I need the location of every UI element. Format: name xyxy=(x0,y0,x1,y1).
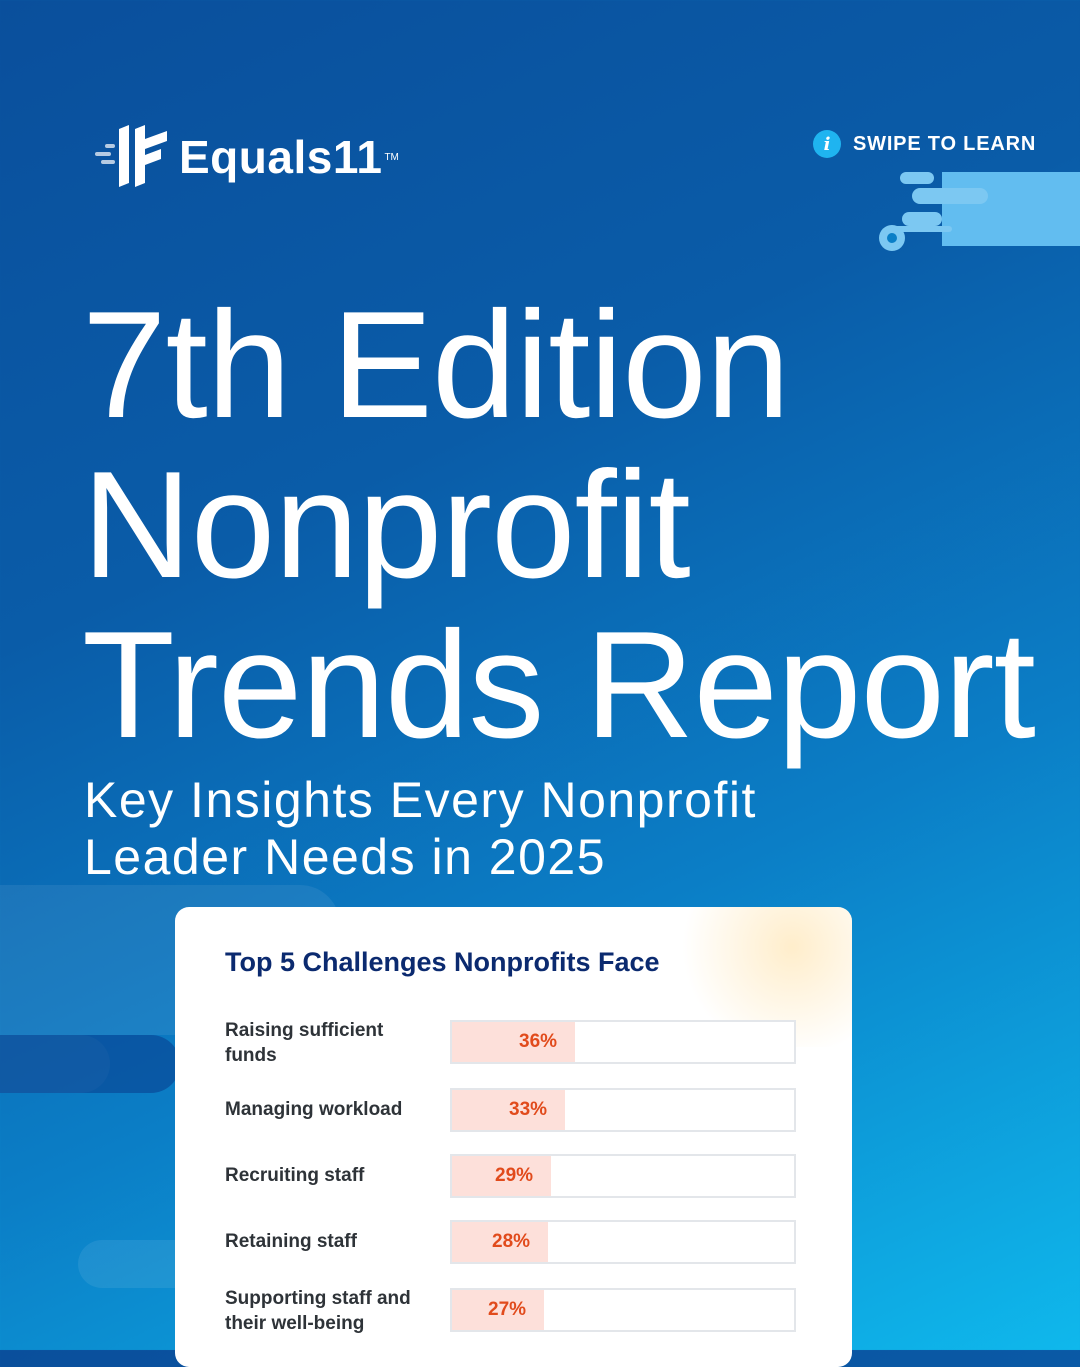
bar-category-label-line: funds xyxy=(225,1045,277,1066)
bar-track: 33% xyxy=(450,1088,796,1132)
bar-category-label-line: Supporting staff and xyxy=(225,1288,411,1309)
bar xyxy=(452,1290,544,1330)
brand-logo[interactable]: Equals11 TM xyxy=(95,125,399,189)
bar-category-label-line: Managing workload xyxy=(225,1099,403,1120)
subtitle: Key Insights Every Nonprofit Leader Need… xyxy=(84,772,757,886)
bar-category-label: Retaining staff xyxy=(225,1229,425,1254)
swipe-label: SWIPE TO LEARN xyxy=(853,132,1037,155)
equals-logo-icon xyxy=(95,125,167,187)
bar-track: 27% xyxy=(450,1288,796,1332)
bar-category-label-line: Raising sufficient xyxy=(225,1020,384,1041)
chart-title: Top 5 Challenges Nonprofits Face xyxy=(225,947,660,977)
bar-track: 28% xyxy=(450,1220,796,1264)
info-icon: i xyxy=(813,130,841,158)
title-line: Trends Report xyxy=(82,600,1036,770)
bar-value-label: 29% xyxy=(495,1165,534,1186)
bar-category-label-line: Recruiting staff xyxy=(225,1165,365,1186)
bar-category-label: Managing workload xyxy=(225,1097,425,1122)
background-shape xyxy=(0,1035,180,1093)
swipe-arrow-icon xyxy=(879,172,1080,251)
bar-category-label-line: Retaining staff xyxy=(225,1231,357,1252)
bar-value-label: 28% xyxy=(492,1231,531,1252)
bar-category-label: Raising sufficient funds xyxy=(225,1018,425,1068)
trademark-mark: TM xyxy=(384,151,399,163)
bar xyxy=(452,1222,548,1262)
bar-category-label: Recruiting staff xyxy=(225,1163,425,1188)
bar-track: 36% xyxy=(450,1020,796,1064)
swipe-hint[interactable]: i SWIPE TO LEARN xyxy=(813,130,1036,158)
bar-value-label: 27% xyxy=(488,1299,527,1320)
title-line: 7th Edition xyxy=(82,280,790,450)
brand-name: Equals11 xyxy=(179,131,383,183)
title-line: Nonprofit xyxy=(82,440,691,610)
page-title: 7th Edition Nonprofit Trends Report xyxy=(82,280,1036,770)
chart-card: Top 5 Challenges Nonprofits Face Raising… xyxy=(175,907,852,1367)
bar-track: 29% xyxy=(450,1154,796,1198)
subtitle-line: Key Insights Every Nonprofit xyxy=(84,772,757,828)
bar xyxy=(452,1156,551,1196)
bar-category-label-line: their well-being xyxy=(225,1313,365,1334)
bar-value-label: 33% xyxy=(509,1099,548,1120)
bar-category-label: Supporting staff and their well-being xyxy=(225,1286,425,1336)
bar xyxy=(452,1022,575,1062)
bar-value-label: 36% xyxy=(519,1031,558,1052)
subtitle-line: Leader Needs in 2025 xyxy=(84,829,607,885)
bar xyxy=(452,1090,565,1130)
